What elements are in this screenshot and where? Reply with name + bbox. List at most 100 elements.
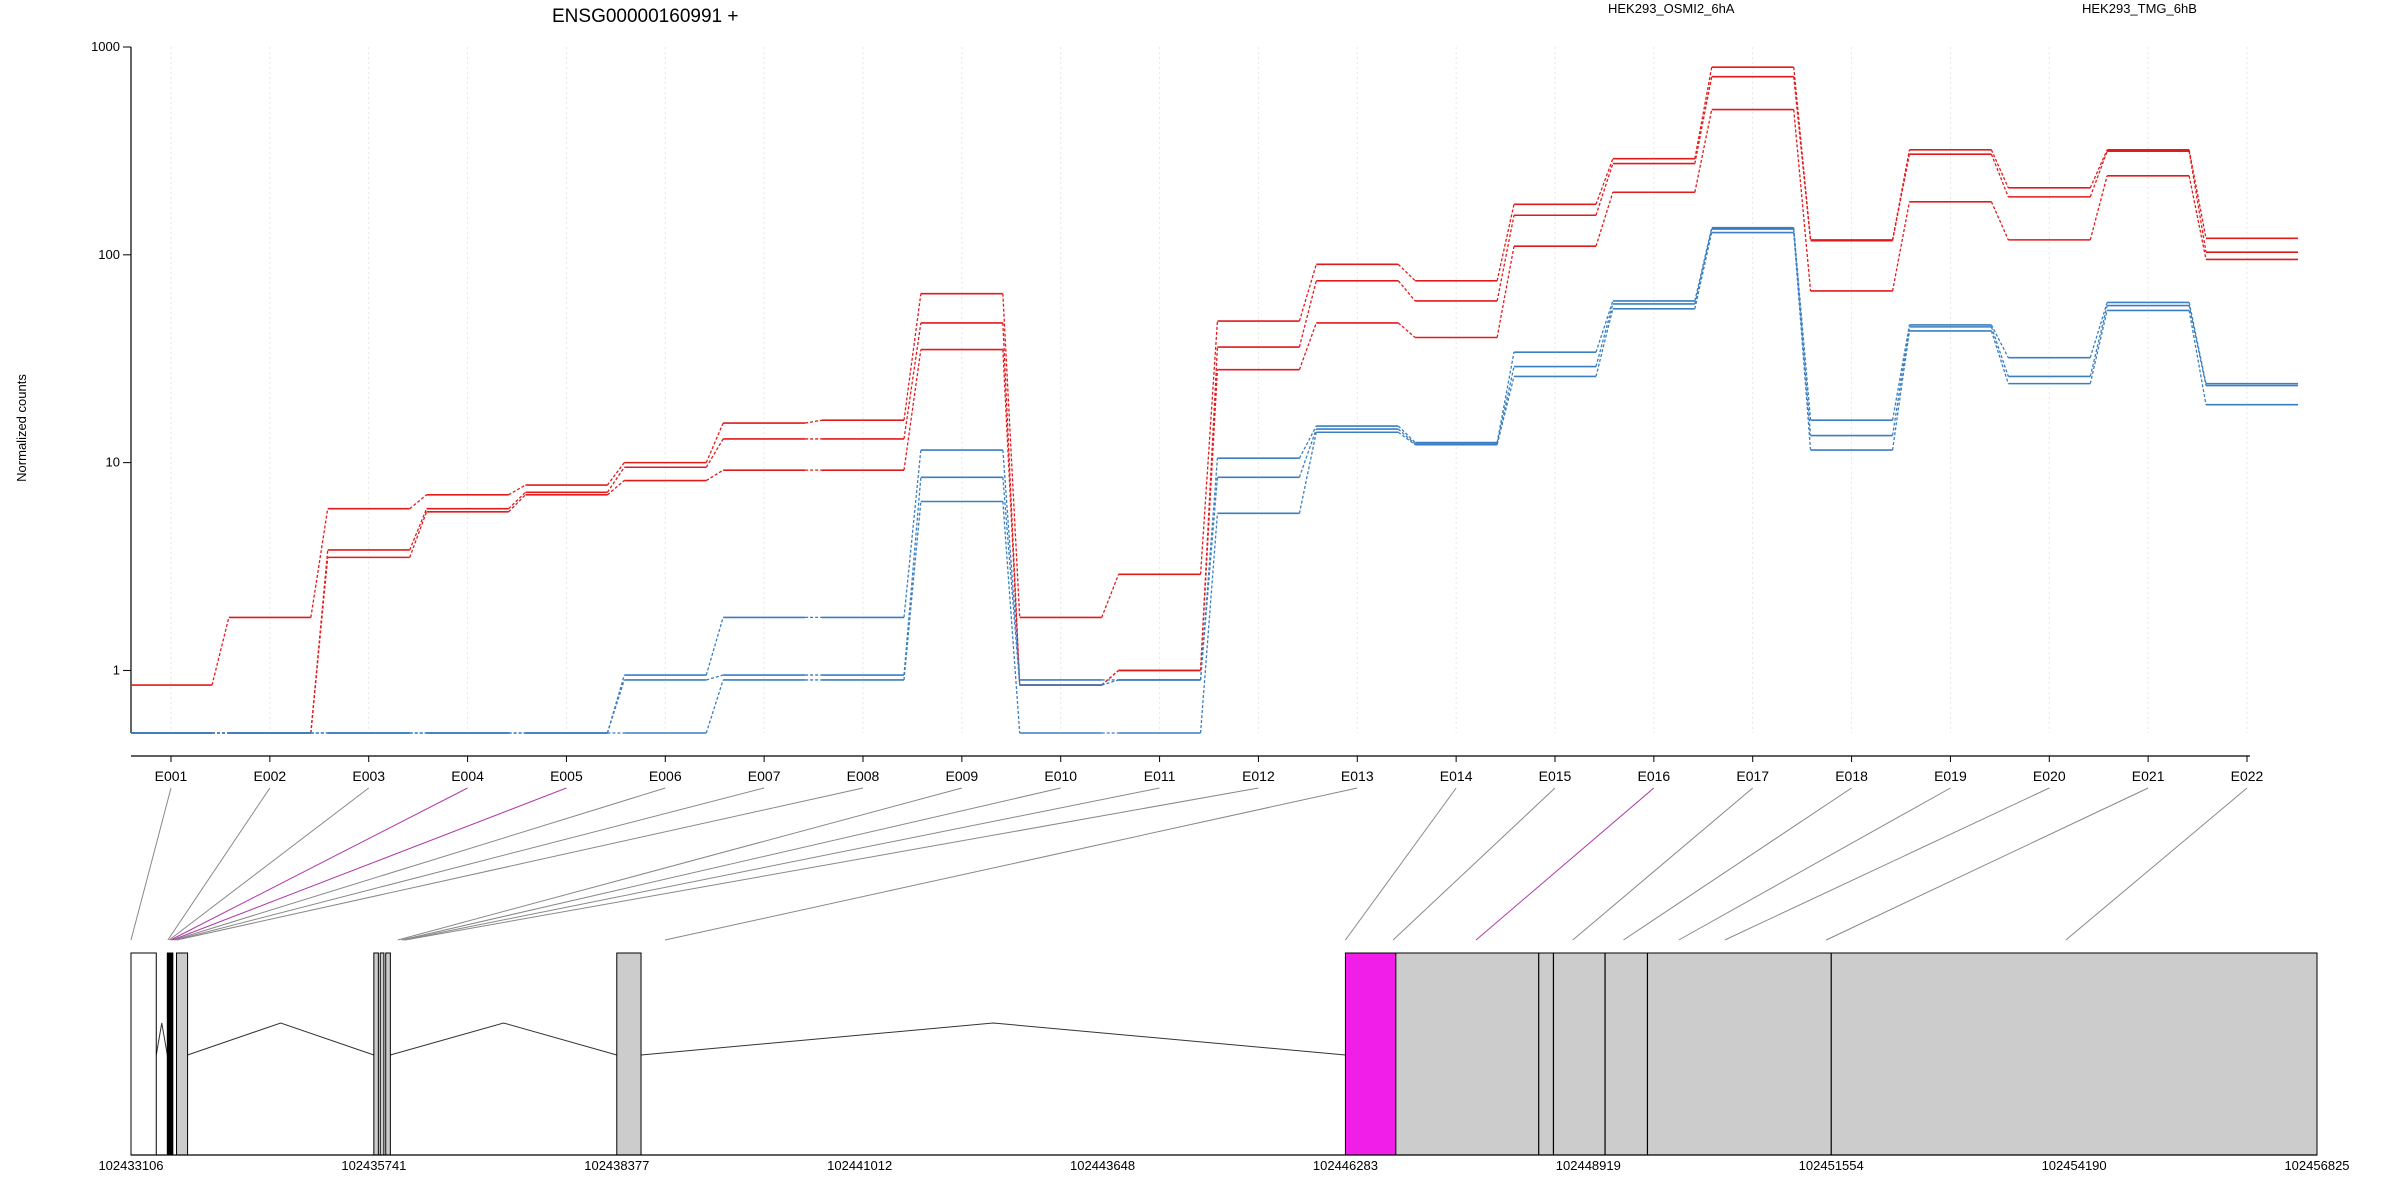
data-connector [1298, 425, 1317, 459]
exon-label: E022 [2231, 768, 2264, 784]
data-connector [705, 469, 724, 482]
data-connector [606, 462, 625, 486]
exon-block [130, 952, 157, 1156]
intron-line [640, 1022, 1346, 1056]
data-connector [508, 484, 526, 496]
highlighted-exon [1344, 952, 1397, 1156]
data-connector [1397, 431, 1416, 446]
exon-connector [397, 787, 962, 941]
exon-connector [664, 787, 1358, 941]
exon-connector [401, 787, 1061, 941]
exon-label: E019 [1934, 768, 1967, 784]
data-connector [1298, 432, 1317, 514]
exon-label: E017 [1736, 768, 1769, 784]
data-connector [2089, 175, 2108, 241]
exon-connector [170, 787, 468, 941]
data-connector [705, 438, 724, 468]
data-connector [1199, 513, 1219, 734]
data-connector [2089, 151, 2108, 198]
y-axis-label: Normalized counts [14, 374, 29, 482]
exon-connector [176, 787, 864, 941]
y-tick-label: 100 [98, 247, 120, 262]
data-connector [2188, 302, 2207, 384]
grid [170, 47, 2248, 733]
exon-connector [168, 787, 370, 941]
data-connector [409, 508, 428, 551]
exon-label: E020 [2033, 768, 2066, 784]
data-connector [1002, 449, 1021, 680]
data-connector [1298, 280, 1317, 348]
exon-label: E013 [1341, 768, 1374, 784]
data-connector [1793, 109, 1812, 292]
data-connector [1990, 153, 2009, 198]
coordinate-label: 102443648 [1070, 1158, 1135, 1173]
exon-block [373, 952, 379, 1156]
exon-connector [175, 787, 765, 941]
intron-line [155, 1022, 168, 1056]
chart-title: ENSG00000160991 + [552, 6, 738, 27]
data-connector [1891, 326, 1911, 436]
data-connector [1595, 158, 1614, 205]
data-connector [2188, 151, 2207, 253]
exon-connectors [130, 787, 2248, 941]
exon-label: E016 [1638, 768, 1671, 784]
data-connector [1199, 369, 1219, 671]
coordinate-label: 102435741 [341, 1158, 406, 1173]
data-connector [1990, 330, 2009, 384]
data-connector [705, 422, 724, 463]
exon-connector [173, 787, 666, 941]
data-connector [1891, 330, 1911, 451]
series-line [131, 228, 2298, 734]
data-connector [1694, 109, 1713, 193]
coordinate-label: 102448919 [1556, 1158, 1621, 1173]
data-connector [1694, 232, 1713, 309]
data-connector [2188, 305, 2207, 386]
exon-connector [1623, 787, 1852, 941]
data-connector [2188, 149, 2207, 239]
axes: 1 10 100 1000 E001 E002 E003 E004 E005 E006 E007 E0… [91, 39, 2263, 784]
data-connector [1397, 322, 1416, 339]
data-connector [1298, 322, 1317, 370]
data-connector [1595, 300, 1614, 353]
exon-connector [1572, 787, 1754, 941]
data-connector [1990, 149, 2009, 189]
data-connector [903, 349, 922, 471]
coordinate-label: 102454190 [2042, 1158, 2107, 1173]
series [131, 66, 2298, 734]
coordinate-label: 102433106 [98, 1158, 163, 1173]
coordinate-label: 102451554 [1799, 1158, 1864, 1173]
data-connector [2089, 149, 2108, 189]
data-connector [607, 480, 625, 496]
y-tick-label: 10 [106, 455, 120, 470]
data-connector [2089, 310, 2108, 384]
data-connector [1595, 192, 1614, 247]
exon-block [176, 952, 189, 1156]
exon-connector [1724, 787, 2050, 941]
data-connector [1793, 232, 1812, 451]
data-connector [1891, 201, 1911, 292]
series-line [131, 231, 2298, 734]
data-connector [903, 477, 922, 676]
data-connector [1101, 669, 1119, 686]
legend-osmi2: HEK293_OSMI2_6hA [1608, 1, 1735, 16]
data-connector [1199, 321, 1219, 575]
exon-label: E012 [1242, 768, 1275, 784]
data-connector [1990, 324, 2009, 358]
data-connector [1496, 352, 1515, 443]
legend-tmg: HEK293_TMG_6hB [2082, 1, 2197, 16]
data-connector [805, 419, 823, 424]
data-connector [310, 508, 329, 618]
data-connector [1199, 458, 1219, 681]
data-connector [409, 511, 428, 558]
series-line [131, 75, 2298, 734]
exon-connector [130, 787, 172, 941]
exon-label: E001 [155, 768, 188, 784]
data-connector [508, 494, 526, 513]
exon-label: E011 [1144, 768, 1176, 784]
series-line [131, 108, 2298, 734]
intron-line [187, 1022, 375, 1056]
coordinate-label: 102456825 [2284, 1158, 2349, 1173]
data-connector [705, 617, 724, 676]
data-connector [1595, 163, 1614, 216]
